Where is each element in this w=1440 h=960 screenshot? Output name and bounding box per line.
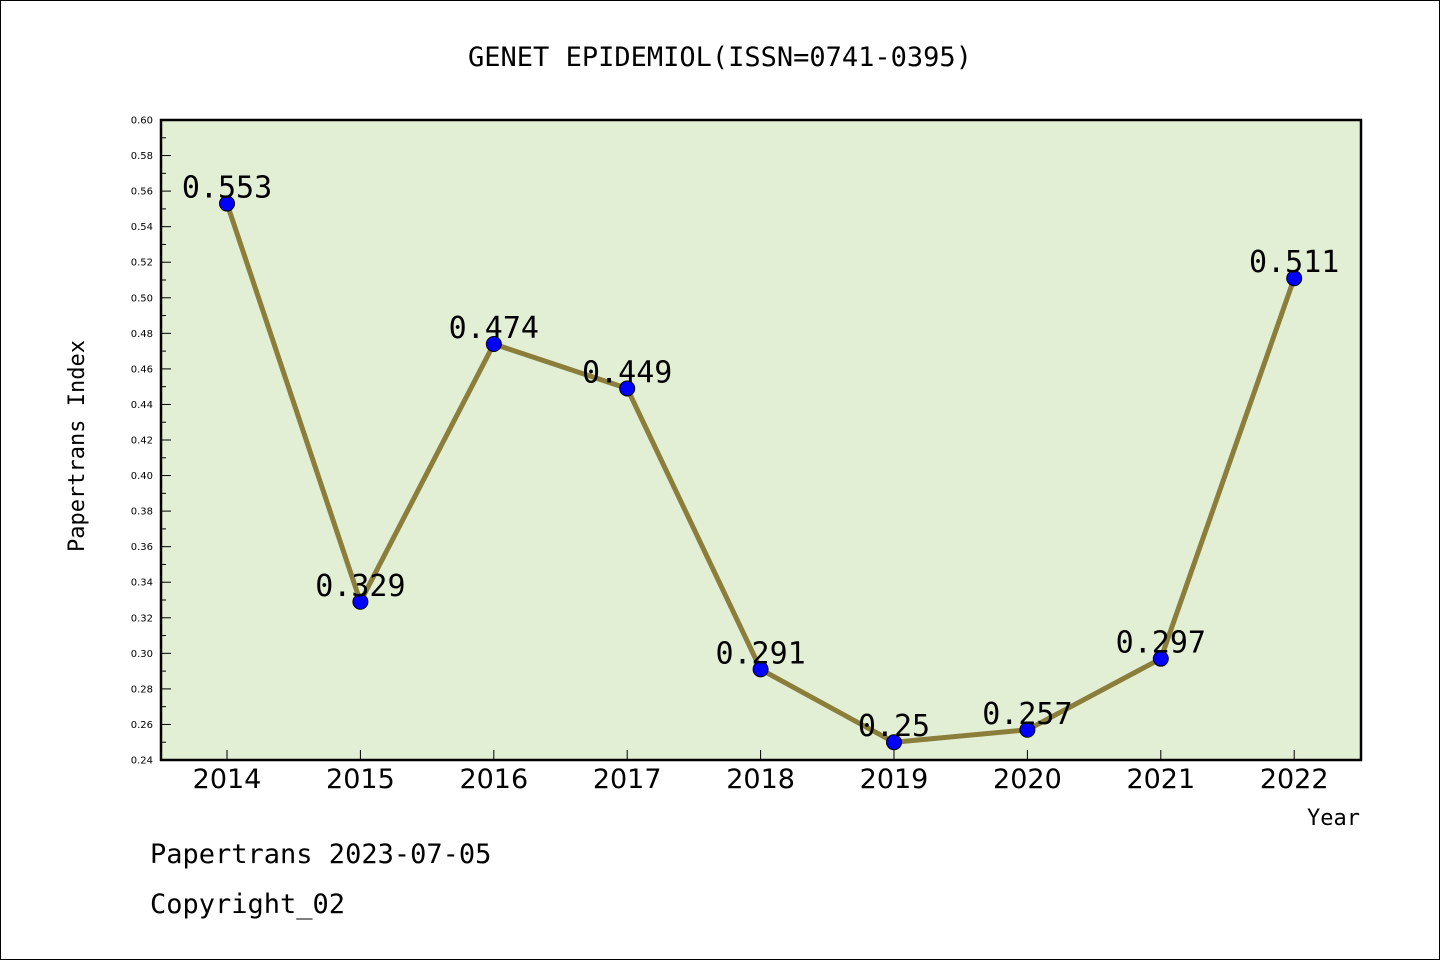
y-tick-label: 0.58 <box>131 151 153 162</box>
data-point <box>219 195 235 212</box>
footer-copyright: Copyright_02 <box>150 889 345 920</box>
data-label: 0.329 <box>315 569 405 604</box>
data-label: 0.291 <box>715 636 805 671</box>
x-axis: 2014 2015 2016 2017 2018 2019 2020 2021 2022 <box>193 750 1329 795</box>
data-point <box>1019 721 1036 738</box>
x-tick-label: 2016 <box>459 764 528 795</box>
x-tick-label: 2022 <box>1260 764 1329 795</box>
x-tick-label: 2015 <box>326 764 395 795</box>
data-point <box>352 593 369 610</box>
y-tick-label: 0.38 <box>131 507 153 518</box>
y-tick-label: 0.50 <box>131 293 153 304</box>
chart-title: GENET EPIDEMIOL(ISSN=0741-0395) <box>468 42 972 73</box>
y-tick-label: 0.30 <box>131 649 153 660</box>
data-label: 0.297 <box>1116 626 1206 661</box>
y-tick-label: 0.52 <box>131 258 153 269</box>
x-tick-label: 2018 <box>726 764 795 795</box>
footer-date: Papertrans 2023-07-05 <box>150 839 491 870</box>
data-point <box>1152 650 1169 667</box>
y-tick-label: 0.32 <box>131 613 153 624</box>
y-tick-label: 0.56 <box>131 187 153 198</box>
data-point <box>752 661 769 678</box>
y-tick-label: 0.42 <box>131 436 153 447</box>
y-tick-label: 0.34 <box>131 578 153 589</box>
data-label: 0.25 <box>858 709 930 744</box>
data-point <box>1286 270 1303 287</box>
x-tick-label: 2017 <box>593 764 662 795</box>
data-labels: 0.553 0.329 0.474 0.449 0.291 0.25 0.257 0.297 0… <box>182 171 1340 745</box>
y-tick-label: 0.60 <box>131 116 153 127</box>
y-axis: 0.24 0.26 0.28 0.30 0.32 0.34 0.36 0.38 0.40 0.42… <box>131 116 171 767</box>
data-point <box>619 380 636 397</box>
y-tick-label: 0.26 <box>131 720 153 731</box>
data-label: 0.511 <box>1249 245 1339 280</box>
x-tick-label: 2021 <box>1126 764 1195 795</box>
data-label: 0.474 <box>449 311 539 346</box>
data-label: 0.449 <box>582 355 672 390</box>
x-axis-label: Year <box>1307 806 1360 831</box>
x-tick-label: 2014 <box>193 764 262 795</box>
y-tick-label: 0.40 <box>131 471 153 482</box>
y-tick-label: 0.48 <box>131 329 153 340</box>
data-point <box>485 336 502 352</box>
x-tick-label: 2020 <box>993 764 1062 795</box>
y-tick-label: 0.54 <box>131 222 153 233</box>
y-axis-label: Papertrans Index <box>65 340 90 552</box>
series-papertrans-index <box>219 195 1303 751</box>
data-label: 0.553 <box>182 171 272 206</box>
y-tick-label: 0.44 <box>131 400 153 411</box>
x-tick-label: 2019 <box>860 764 929 795</box>
data-point <box>886 734 902 751</box>
y-tick-label: 0.46 <box>131 364 153 375</box>
y-tick-label: 0.28 <box>131 684 153 695</box>
data-label: 0.257 <box>982 697 1072 732</box>
y-tick-label: 0.24 <box>131 756 153 767</box>
y-tick-label: 0.36 <box>131 542 153 553</box>
